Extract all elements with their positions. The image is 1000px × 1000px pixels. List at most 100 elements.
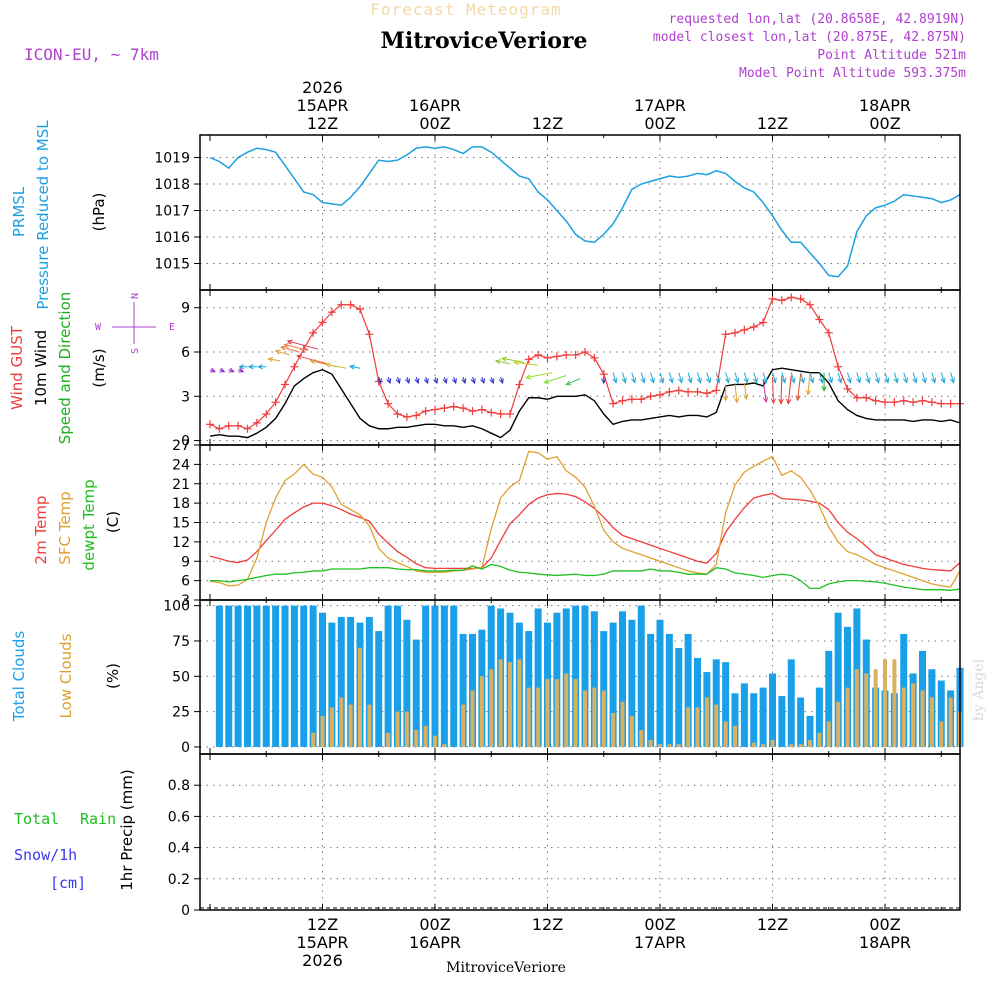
wind-direction-arrow (687, 372, 693, 384)
wind-direction-arrow (489, 376, 495, 385)
gust-marker (524, 355, 533, 364)
wind-direction-arrow (274, 349, 290, 356)
compass-e: E (169, 322, 175, 333)
wind-direction-arrow (414, 376, 420, 385)
low-cloud-bar (714, 704, 719, 747)
total-cloud-bar (244, 605, 251, 747)
gust-marker (271, 398, 280, 407)
total-cloud-bar (534, 608, 542, 747)
top-tick-label: 12Z (307, 114, 338, 133)
ytick-label: 1018 (154, 177, 190, 193)
compass-n: N (130, 293, 141, 299)
wind-direction-arrow (828, 372, 834, 384)
wind-direction-arrow (940, 372, 946, 384)
total-cloud-bar (412, 639, 420, 747)
low-cloud-bar (658, 744, 662, 747)
low-cloud-bar (629, 715, 634, 747)
gust-marker (806, 300, 814, 309)
total-cloud-bar (234, 605, 242, 747)
low-cloud-bar (386, 732, 391, 747)
total-cloud-bar (769, 673, 776, 747)
wind10m-line (209, 367, 961, 439)
gust-marker (599, 370, 608, 379)
gust-marker (777, 296, 786, 305)
gust-marker (402, 412, 411, 421)
low-cloud-bar (667, 744, 672, 747)
gust-marker (506, 410, 514, 418)
low-cloud-bar (789, 744, 794, 747)
total-cloud-bar (272, 605, 280, 747)
wind-direction-arrow (238, 364, 248, 370)
wind-direction-arrow (386, 376, 392, 385)
total-cloud-bar (431, 605, 439, 747)
gust-marker (899, 396, 908, 405)
ytick-label: 0.6 (168, 809, 190, 825)
total-cloud-bar (328, 622, 336, 747)
low-cloud-bar (892, 659, 897, 747)
gust-marker (693, 387, 702, 396)
ytick-label: 1016 (154, 230, 190, 246)
compass-w: W (95, 322, 102, 333)
ytick-label: 21 (172, 477, 190, 493)
low-cloud-bar (423, 725, 428, 747)
wind-direction-arrow (461, 376, 467, 385)
wind-direction-arrow (500, 356, 525, 363)
low-cloud-bar (508, 662, 512, 747)
low-cloud-bar (601, 690, 606, 747)
bottom-tick-label: 17APR (634, 933, 686, 952)
gust-marker (759, 318, 768, 327)
gust-marker (946, 399, 955, 408)
wind-direction-arrow (247, 364, 257, 370)
ytick-label: 24 (172, 457, 190, 473)
total-cloud-bar (834, 612, 842, 747)
low-cloud-bar (826, 721, 831, 747)
total-cloud-bar (647, 633, 655, 747)
low-cloud-bar (845, 687, 850, 747)
wind-direction-arrow (405, 376, 411, 385)
wind-direction-arrow (696, 372, 702, 384)
total-cloud-bar (637, 605, 645, 747)
gust-marker (656, 390, 664, 399)
low-cloud-bar (498, 659, 503, 747)
gust-marker (262, 410, 271, 418)
pressure-labels: PRMSL Pressure Reduced to MSL (hPa) (10, 120, 108, 310)
low-cloud-bar (470, 690, 475, 747)
panel-wind: 0 3 6 9 (181, 290, 960, 450)
wind-direction-arrow (209, 367, 217, 373)
wind-direction-arrow (805, 372, 812, 396)
gust-marker (834, 362, 843, 371)
total-cloud-bar (600, 631, 608, 747)
low-cloud-bar (320, 715, 325, 747)
total-cloud-bar (300, 605, 308, 747)
total-cloud-bar (609, 622, 617, 747)
total-cloud-bar (590, 611, 598, 747)
top-tick-label: 2026 (302, 78, 343, 97)
panel-temperature: 3 6 9 12 15 18 21 24 27 (172, 438, 960, 609)
wind-direction-arrow (818, 372, 824, 384)
total-cloud-bar (778, 696, 786, 747)
wind-direction-arrow (921, 372, 927, 384)
dewpt-line (210, 563, 961, 591)
gust-marker (252, 418, 261, 427)
temp-labels: 2m Temp SFC Temp dewpt Temp (C) (32, 479, 122, 570)
gust-marker (618, 396, 627, 405)
gust-marker (477, 405, 486, 414)
top-tick-label: 12Z (757, 114, 788, 133)
wind-direction-arrow (762, 379, 769, 404)
low-cloud-bar (442, 744, 447, 747)
total-cloud-bar (253, 605, 261, 747)
total-cloud-bar (262, 605, 270, 747)
low-cloud-bar (311, 732, 316, 747)
low-cloud-bar (583, 690, 587, 747)
gust-marker (824, 328, 833, 337)
total-cloud-bar (844, 626, 851, 747)
wind-direction-arrow (494, 359, 511, 365)
low-cloud-bar (648, 739, 653, 747)
gust-marker (346, 300, 355, 309)
wind-direction-arrow (423, 376, 429, 385)
wind-direction-arrow (324, 362, 347, 369)
gust-marker (721, 330, 730, 339)
footer-station: MitroviceVeriore (446, 960, 566, 976)
low-cloud-bar (817, 732, 822, 747)
